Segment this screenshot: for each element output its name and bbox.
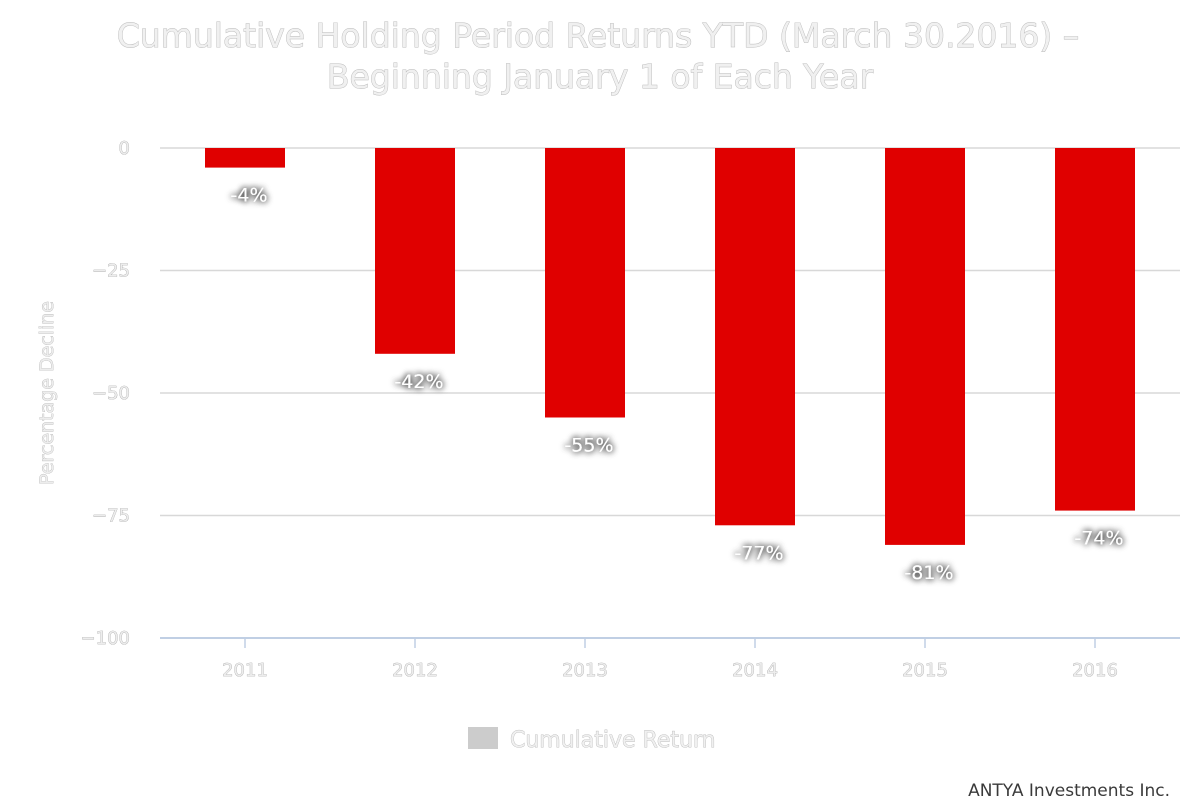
data-label-2015: -81% [904, 562, 953, 584]
data-label-2011: -4% [231, 185, 268, 207]
x-axis: 2011 2012 2013 2014 2015 2016 [160, 637, 1180, 681]
y-tick-label: 0 [119, 138, 130, 159]
x-tick-label-2014: 2014 [732, 660, 778, 681]
x-tick-label-2016: 2016 [1072, 660, 1118, 681]
data-label-2013: -55% [564, 435, 613, 457]
y-axis-title: Percentage Decline [36, 301, 58, 485]
chart-subtitle: Beginning January 1 of Each Year [327, 57, 874, 96]
legend-swatch [468, 727, 498, 749]
grid-lines [160, 147, 1180, 517]
y-axis-ticks: 0 −25 −50 −75 −100 [80, 138, 130, 650]
legend-label: Cumulative Return [510, 728, 716, 753]
bars [205, 148, 1135, 545]
x-tick-label-2015: 2015 [902, 660, 948, 681]
bar-2013[interactable] [545, 148, 625, 418]
bar-2014[interactable] [715, 148, 795, 526]
data-labels: -4% -42% -55% -77% -81% -74% [231, 185, 1124, 584]
credit-label[interactable]: ANTYA Investments Inc. [968, 781, 1170, 800]
legend[interactable]: Cumulative Return [468, 727, 716, 753]
y-tick-label: −25 [92, 261, 130, 282]
x-tick-label-2012: 2012 [392, 660, 438, 681]
bar-2016[interactable] [1055, 148, 1135, 511]
data-label-2012: -42% [394, 371, 443, 393]
bar-2011[interactable] [205, 148, 285, 168]
y-tick-label: −100 [81, 628, 130, 649]
y-tick-label: −50 [92, 383, 130, 404]
x-tick-label-2013: 2013 [562, 660, 608, 681]
bar-2015[interactable] [885, 148, 965, 545]
y-tick-label: −75 [92, 506, 130, 527]
data-label-2014: -77% [734, 542, 783, 564]
bar-2012[interactable] [375, 148, 455, 354]
chart-title: Cumulative Holding Period Returns YTD (M… [117, 16, 1080, 55]
x-tick-label-2011: 2011 [222, 660, 268, 681]
data-label-2016: -74% [1074, 528, 1123, 550]
